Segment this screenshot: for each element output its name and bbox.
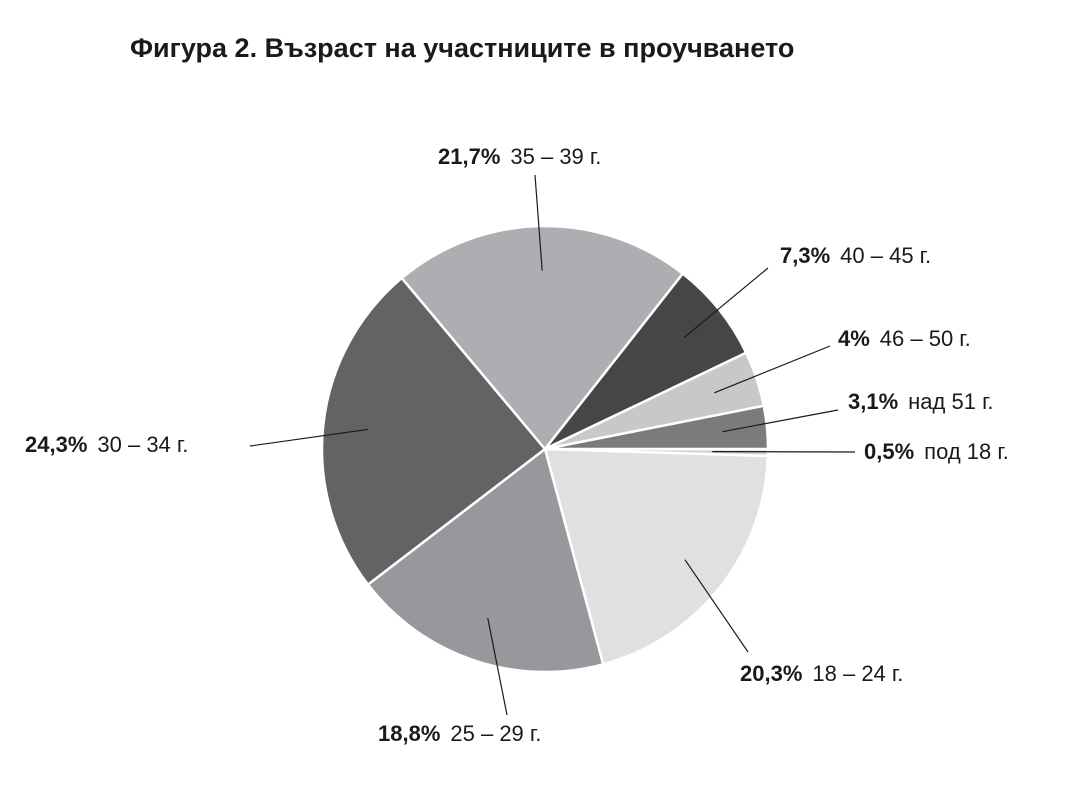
slice-label: 7,3% 40 – 45 г. bbox=[780, 243, 931, 268]
pie-slice bbox=[544, 271, 748, 451]
leader-line bbox=[683, 267, 769, 338]
slice-label: 0,5% под 18 г. bbox=[864, 439, 1009, 464]
slice-label: 18,8% 25 – 29 г. bbox=[378, 721, 541, 746]
chart-title: Фигура 2. Възраст на участниците в проуч… bbox=[130, 33, 794, 63]
pie-slice bbox=[366, 446, 605, 674]
leader-line bbox=[722, 409, 839, 433]
slice-percent: 21,7% bbox=[438, 144, 500, 169]
slice-category: 46 – 50 г. bbox=[880, 326, 971, 351]
leader-line bbox=[487, 617, 508, 716]
slice-percent: 7,3% bbox=[780, 243, 830, 268]
slice-label: 21,7% 35 – 39 г. bbox=[438, 144, 601, 169]
pie-slice bbox=[320, 276, 547, 587]
slice-category: под 18 г. bbox=[924, 439, 1009, 464]
slice-category: 30 – 34 г. bbox=[97, 432, 188, 457]
slice-category: над 51 г. bbox=[908, 389, 993, 414]
pie-slice bbox=[543, 447, 770, 666]
leader-line bbox=[249, 428, 368, 447]
pie-slice bbox=[544, 404, 770, 451]
slice-label: 4% 46 – 50 г. bbox=[838, 326, 971, 351]
slice-category: 35 – 39 г. bbox=[510, 144, 601, 169]
slice-label: 3,1% над 51 г. bbox=[848, 389, 994, 414]
pie-slice bbox=[400, 224, 685, 451]
slice-percent: 24,3% bbox=[25, 432, 87, 457]
slice-category: 25 – 29 г. bbox=[450, 721, 541, 746]
slice-category: 40 – 45 г. bbox=[840, 243, 931, 268]
slice-label: 24,3% 30 – 34 г. bbox=[25, 432, 188, 457]
slice-label: 20,3% 18 – 24 г. bbox=[740, 661, 903, 686]
slice-percent: 20,3% bbox=[740, 661, 802, 686]
leader-line bbox=[714, 345, 831, 394]
slice-percent: 0,5% bbox=[864, 439, 914, 464]
slice-percent: 4% bbox=[838, 326, 870, 351]
slice-percent: 18,8% bbox=[378, 721, 440, 746]
leader-line bbox=[534, 174, 543, 271]
slice-category: 18 – 24 г. bbox=[812, 661, 903, 686]
slice-percent: 3,1% bbox=[848, 389, 898, 414]
leader-line bbox=[684, 559, 749, 653]
